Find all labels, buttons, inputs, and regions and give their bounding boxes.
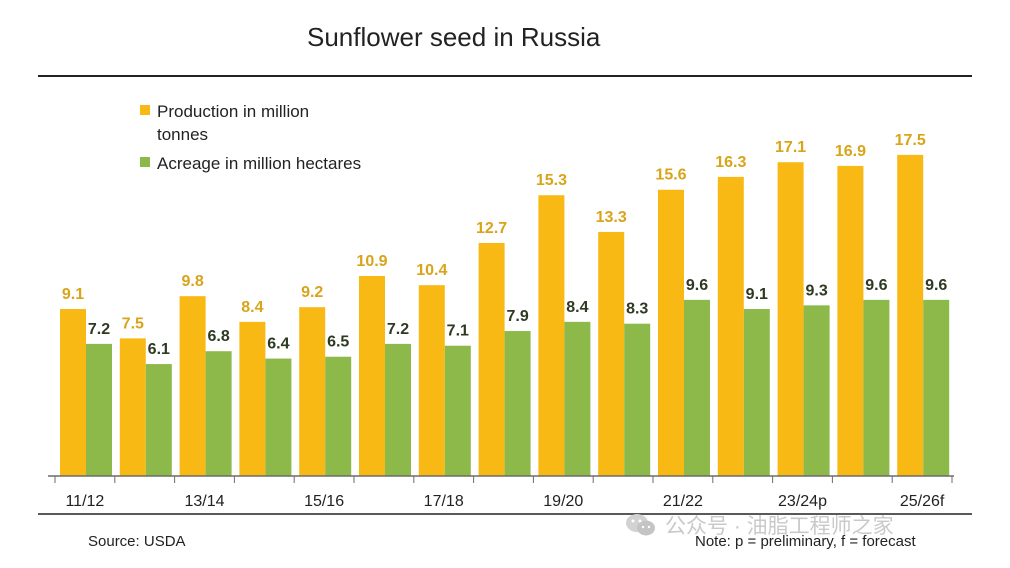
data-label-production-20-21: 13.3 (596, 209, 627, 226)
x-tick-label-25-26f: 25/26f (900, 493, 945, 510)
chart-title: Sunflower seed in Russia (307, 22, 601, 52)
data-labels-layer: 9.1 7.2 7.56.1 9.8 6.8 8.4 6.4 9.2 6.5 10.9 7.2 10.… (62, 132, 948, 358)
bar-acreage-11-12 (86, 343, 112, 476)
data-label-production-15-16: 9.2 (301, 284, 323, 301)
legend-swatch-production (140, 105, 150, 115)
bar-acreage-15-16 (325, 356, 352, 476)
data-label-acreage-14-15: 6.4 (267, 336, 289, 353)
data-label-production-14-15: 8.4 (241, 299, 263, 316)
bar-acreage-24-25 (863, 299, 890, 476)
footnote: Note: p = preliminary, f = forecast (695, 533, 916, 550)
data-label-acreage-21-22: 9.6 (686, 277, 708, 294)
bar-acreage-17-18 (444, 345, 471, 476)
data-label-acreage-17-18: 7.1 (447, 323, 469, 340)
data-label-production-16-17: 10.9 (356, 253, 387, 270)
bar-acreage-25-26f (923, 299, 950, 476)
legend-label-acreage: Acreage in million hectares (157, 154, 362, 173)
source-note: Source: USDA (88, 533, 186, 550)
data-label-production-17-18: 10.4 (416, 262, 447, 279)
x-tick-label-17-18: 17/18 (424, 493, 464, 510)
legend-item-production: Production in million tonnes (140, 100, 350, 146)
bar-production-12-13 (119, 338, 146, 476)
data-label-production-23-24p: 17.1 (775, 139, 806, 156)
x-tick-label-13-14: 13/14 (184, 493, 224, 510)
legend-item-acreage: Acreage in million hectares (140, 152, 400, 175)
data-label-production-24-25: 16.9 (835, 143, 866, 160)
x-tick-label-11-12: 11/12 (65, 493, 104, 510)
data-label-acreage-15-16: 6.5 (327, 334, 349, 351)
bar-acreage-22-23 (743, 309, 770, 476)
data-label-production-12-13: 7.5 (122, 315, 144, 332)
data-label-acreage-23-24p: 9.3 (805, 282, 827, 299)
bar-production-18-19 (478, 242, 505, 476)
data-label-production-25-26f: 17.5 (895, 132, 926, 149)
x-tick-label-19-20: 19/20 (543, 493, 583, 510)
bar-production-25-26f (897, 154, 924, 476)
wechat-icon (626, 514, 655, 536)
data-label-production-18-19: 12.7 (476, 220, 507, 237)
x-tick-label-15-16: 15/16 (304, 493, 344, 510)
bar-acreage-13-14 (205, 351, 232, 476)
data-label-acreage-24-25: 9.6 (865, 277, 887, 294)
data-label-acreage-25-26f: 9.6 (925, 277, 947, 294)
data-label-acreage-11-12: 7.2 (88, 321, 110, 338)
bar-acreage-18-19 (504, 331, 531, 476)
data-label-acreage-12-13: 6.1 (148, 341, 170, 358)
data-label-acreage-18-19: 7.9 (506, 308, 528, 325)
data-label-production-13-14: 9.8 (181, 273, 203, 290)
bar-production-16-17 (359, 275, 385, 476)
x-tick-label-21-22: 21/22 (663, 493, 703, 510)
watermark-text: 公众号 · 油脂工程师之家 (665, 515, 894, 538)
bars-layer (60, 154, 950, 477)
data-label-acreage-13-14: 6.8 (207, 328, 229, 345)
data-label-production-11-12: 9.1 (62, 286, 84, 303)
bar-acreage-19-20 (564, 321, 591, 476)
legend-swatch-acreage (140, 157, 150, 167)
x-tick-label-23-24p: 23/24p (778, 493, 827, 510)
data-label-acreage-19-20: 8.4 (566, 299, 588, 316)
bar-acreage-12-13 (145, 364, 172, 476)
bar-production-15-16 (299, 307, 326, 476)
title-divider (38, 75, 972, 77)
bar-production-14-15 (239, 321, 266, 476)
data-label-production-21-22: 15.6 (655, 167, 686, 184)
data-label-production-19-20: 15.3 (536, 172, 567, 189)
bar-acreage-16-17 (385, 343, 411, 476)
x-axis-layer: 11/12 13/14 15/16 17/18 19/20 21/22 23/24p 25/2… (38, 475, 972, 515)
bar-production-17-18 (418, 285, 445, 476)
data-label-acreage-20-21: 8.3 (626, 301, 648, 318)
data-label-acreage-16-17: 7.2 (387, 321, 409, 338)
data-label-acreage-22-23: 9.1 (746, 286, 768, 303)
bar-production-21-22 (658, 189, 684, 477)
bar-production-23-24p (777, 162, 804, 476)
bar-acreage-23-24p (803, 305, 830, 476)
bar-production-20-21 (598, 231, 625, 476)
watermark: 公众号 · 油脂工程师之家 (625, 510, 894, 540)
bar-acreage-21-22 (684, 299, 710, 476)
legend-label-production: Production in million tonnes (157, 102, 310, 144)
bar-production-24-25 (837, 165, 864, 476)
bar-acreage-20-21 (624, 323, 651, 476)
data-label-production-22-23: 16.3 (715, 154, 746, 171)
bar-production-19-20 (538, 195, 565, 476)
bar-production-13-14 (179, 296, 206, 476)
bar-production-11-12 (60, 309, 86, 476)
bar-production-22-23 (717, 176, 744, 476)
bar-acreage-14-15 (265, 358, 292, 476)
